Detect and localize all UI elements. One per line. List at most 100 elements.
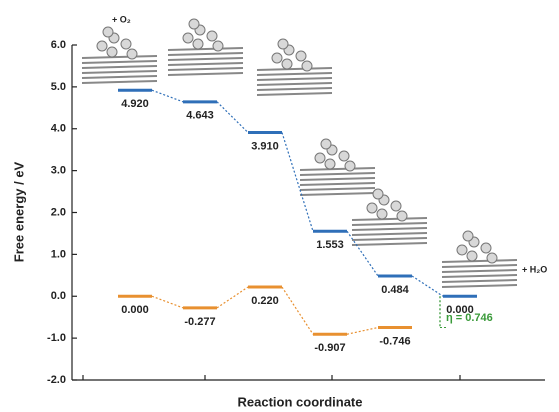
- graphene-layer: [82, 76, 157, 78]
- graphene-layer: [168, 68, 243, 70]
- atom: [207, 31, 217, 41]
- atom: [487, 253, 497, 263]
- graphene-layer: [300, 188, 375, 190]
- graphene-layer: [257, 78, 332, 80]
- graphene-layer: [168, 48, 243, 50]
- y-tick-label: 2.0: [51, 206, 66, 218]
- y-tick-label: 5.0: [51, 81, 66, 93]
- connector: [152, 90, 183, 102]
- graphene-layer: [352, 233, 427, 235]
- value-label: 0.220: [251, 295, 279, 307]
- connector: [152, 296, 183, 308]
- graphene-layer: [82, 71, 157, 73]
- x-axis-title: Reaction coordinate: [238, 394, 363, 409]
- atom: [189, 19, 199, 29]
- atom: [391, 201, 401, 211]
- graphene-layer: [168, 58, 243, 60]
- overpotential-label: η = 0.746: [446, 312, 493, 324]
- y-tick-label: 3.0: [51, 165, 66, 177]
- graphene-layer: [442, 285, 517, 287]
- atom: [325, 159, 335, 169]
- graphene-layer: [300, 173, 375, 175]
- value-label: 4.920: [121, 98, 149, 110]
- graphene-layer: [300, 178, 375, 180]
- molecule-illustration: [300, 139, 375, 195]
- atom: [302, 61, 312, 71]
- atom: [296, 51, 306, 61]
- atom: [183, 33, 193, 43]
- connector: [282, 287, 313, 334]
- chart: Free energy / eV Reaction coordinate + O…: [0, 0, 559, 412]
- annotation: + H₂O: [522, 264, 547, 274]
- atom: [103, 27, 113, 37]
- graphene-layer: [352, 223, 427, 225]
- y-axis-title: Free energy / eV: [11, 161, 26, 262]
- atom: [282, 59, 292, 69]
- molecule-illustration: [257, 39, 332, 95]
- atom: [339, 151, 349, 161]
- atom: [463, 231, 473, 241]
- y-tick-label: -2.0: [47, 374, 66, 386]
- value-label: 4.643: [186, 110, 214, 122]
- atom: [367, 203, 377, 213]
- graphene-layer: [300, 183, 375, 185]
- graphene-layer: [442, 270, 517, 272]
- graphene-layer: [82, 56, 157, 58]
- atom: [193, 39, 203, 49]
- molecule-illustration: [82, 27, 157, 83]
- graphene-layer: [168, 63, 243, 65]
- graphene-layer: [442, 260, 517, 262]
- molecule-illustration: [442, 231, 517, 287]
- connector: [412, 276, 443, 296]
- value-label: 1.553: [316, 239, 344, 251]
- molecule-illustration: [168, 19, 243, 75]
- graphene-layer: [300, 168, 375, 170]
- graphene-layer: [300, 193, 375, 195]
- graphene-layer: [352, 218, 427, 220]
- graphene-layer: [257, 83, 332, 85]
- value-label: -0.277: [184, 316, 215, 328]
- atom: [321, 139, 331, 149]
- graphene-layer: [257, 93, 332, 95]
- y-tick-label: 6.0: [51, 39, 66, 51]
- atom: [127, 49, 137, 59]
- atom: [345, 161, 355, 171]
- atom: [315, 153, 325, 163]
- atom: [121, 39, 131, 49]
- graphene-layer: [257, 73, 332, 75]
- graphene-layer: [352, 243, 427, 245]
- atom: [373, 189, 383, 199]
- graphene-layer: [442, 265, 517, 267]
- atom: [481, 243, 491, 253]
- value-label: -0.907: [314, 342, 345, 354]
- molecule-illustration: [352, 189, 427, 245]
- value-label: 0.000: [121, 304, 149, 316]
- connector: [347, 327, 378, 334]
- graphene-layer: [82, 81, 157, 83]
- atom: [457, 245, 467, 255]
- y-tick-label: 1.0: [51, 248, 66, 260]
- graphene-layer: [168, 73, 243, 75]
- graphene-layer: [442, 280, 517, 282]
- atom: [107, 47, 117, 57]
- graphene-layer: [82, 66, 157, 68]
- atom: [97, 41, 107, 51]
- connector: [347, 231, 378, 276]
- graphene-layer: [82, 61, 157, 63]
- atom: [278, 39, 288, 49]
- graphene-layer: [352, 238, 427, 240]
- graphene-layer: [168, 53, 243, 55]
- atom: [397, 211, 407, 221]
- atom: [377, 209, 387, 219]
- connector: [217, 102, 248, 133]
- graphene-layer: [257, 88, 332, 90]
- atom: [272, 53, 282, 63]
- atom: [213, 41, 223, 51]
- graphene-layer: [442, 275, 517, 277]
- graphene-layer: [352, 228, 427, 230]
- graphene-layer: [257, 68, 332, 70]
- connector: [282, 133, 313, 232]
- value-label: -0.746: [379, 335, 410, 347]
- atom: [467, 251, 477, 261]
- annotation: + O₂: [112, 14, 131, 24]
